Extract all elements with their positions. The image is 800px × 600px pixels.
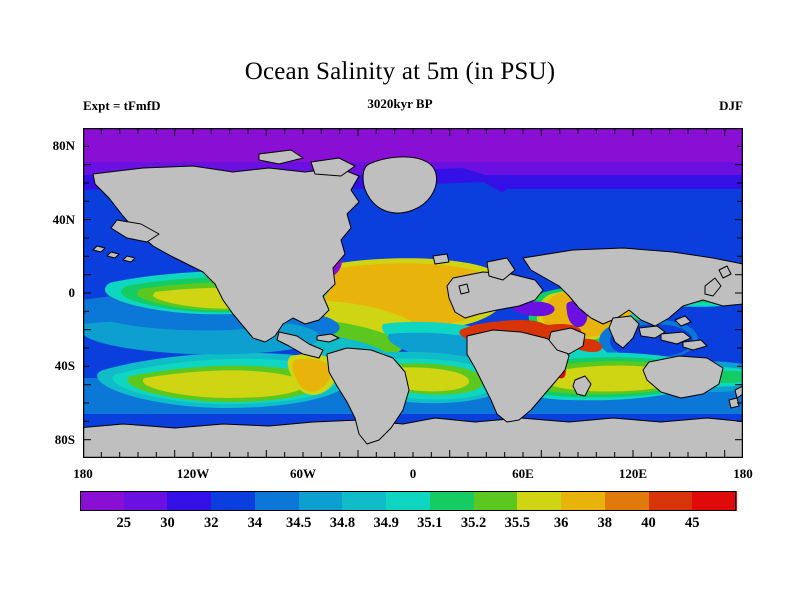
colorbar-band: [298, 491, 343, 511]
baffin-island: [310, 157, 356, 177]
colorbar-band: [123, 491, 169, 511]
new-guinea: [682, 339, 708, 351]
antarctica: [83, 417, 743, 458]
australia: [642, 355, 724, 399]
colorbar-band: [80, 491, 125, 511]
madagascar: [572, 375, 592, 397]
colorbar-tick-40: 40: [641, 515, 656, 531]
map-ticks: [83, 128, 743, 458]
x-tick-60W: 60W: [290, 466, 316, 481]
y-tick-80N: 80N: [52, 138, 75, 154]
colorbar-band: [342, 491, 387, 511]
x-tick-120E: 120E: [618, 466, 648, 481]
subtitle-period: 3020kyr BP: [367, 96, 433, 111]
aleutian-island: [92, 245, 106, 253]
colorbar-tick-35.5: 35.5: [504, 515, 531, 531]
colorbar-tick-34.9: 34.9: [373, 515, 399, 531]
colorbar-band: [561, 491, 606, 511]
colorbar-tick-45: 45: [685, 515, 700, 531]
colorbar-band: [429, 491, 475, 511]
cuba: [316, 333, 340, 343]
colorbar-band: [692, 491, 737, 511]
colorbar-band: [648, 491, 693, 511]
x-tick-120W: 120W: [176, 466, 210, 481]
world-salinity-map: [83, 128, 743, 458]
colorbar-band: [211, 491, 256, 511]
colorbar-tick-38: 38: [597, 515, 613, 531]
europe: [446, 271, 544, 319]
map-plot-area: [83, 128, 743, 458]
japan: [704, 277, 722, 297]
africa: [466, 329, 570, 423]
south-america: [326, 347, 410, 445]
arctic-island: [258, 149, 304, 165]
colorbar-tick-32: 32: [203, 515, 219, 531]
y-tick-40S: 40S: [54, 358, 75, 374]
borneo: [660, 331, 692, 345]
alaska: [110, 219, 160, 243]
colorbar-tick-34.8: 34.8: [329, 515, 356, 531]
colorbar-tick-34: 34: [247, 515, 263, 531]
arabian-peninsula: [548, 327, 586, 355]
colorbar-band: [254, 491, 300, 511]
colorbar-band: [167, 491, 212, 511]
colorbar-band: [604, 491, 650, 511]
x-tick-180: 180: [73, 466, 93, 481]
aleutian-island: [106, 251, 120, 259]
colorbar-band: [517, 491, 562, 511]
land-masses: [83, 149, 743, 458]
y-tick-40N: 40N: [52, 211, 75, 227]
philippines: [674, 315, 692, 327]
experiment-label: Expt = tFmfD: [83, 98, 161, 113]
colorbar-band: [386, 491, 431, 511]
hokkaido: [718, 265, 732, 279]
y-tick-0: 0: [68, 285, 76, 300]
x-tick-180: 180: [733, 466, 753, 481]
black-sea: [512, 301, 555, 317]
aleutian-island: [122, 255, 136, 263]
central-america: [276, 331, 324, 359]
scandinavia: [486, 257, 516, 281]
x-tick-0: 0: [409, 466, 417, 481]
y-tick-80S: 80S: [54, 431, 75, 447]
new-zealand: [734, 385, 743, 399]
india: [608, 315, 640, 349]
colorbar: [80, 491, 737, 511]
colorbar-tick-25: 25: [116, 515, 131, 531]
colorbar-tick-35.2: 35.2: [460, 515, 487, 531]
colorbar-tick-35.1: 35.1: [417, 515, 443, 531]
iceland: [432, 253, 450, 265]
colorbar-band: [473, 491, 518, 511]
x-tick-60E: 60E: [512, 466, 534, 481]
sumatra: [638, 325, 666, 339]
colorbar-tick-36: 36: [553, 515, 569, 531]
british-isles: [458, 283, 470, 295]
new-zealand: [728, 397, 740, 409]
colorbar-tick-34.5: 34.5: [285, 515, 312, 531]
page-title: Ocean Salinity at 5m (in PSU): [244, 58, 556, 85]
colorbar-tick-30: 30: [160, 515, 175, 531]
greenland: [362, 156, 437, 214]
season-label: DJF: [719, 98, 743, 113]
